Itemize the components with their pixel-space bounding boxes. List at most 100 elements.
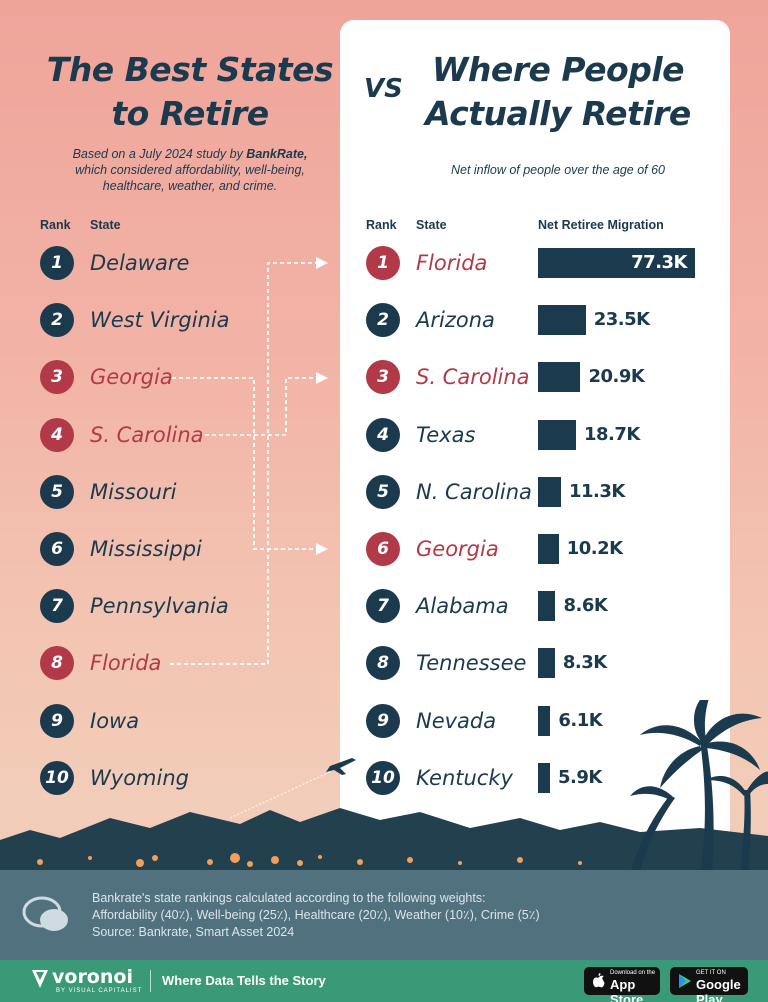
note-line1: Bankrate's state rankings calculated acc… (92, 891, 486, 905)
left-subtitle-pre: Based on a July 2024 study by (72, 147, 247, 161)
state-name: Georgia (90, 365, 173, 390)
left-rank-row: 3 Georgia (40, 360, 330, 396)
mountains (0, 808, 768, 875)
city-lights (37, 853, 582, 867)
bar (538, 305, 586, 336)
bar (538, 705, 551, 736)
bar (538, 476, 561, 507)
voronoi-logo-icon[interactable] (30, 968, 50, 990)
right-state-header: State (416, 218, 447, 232)
bar-value-label: 18.7K (583, 423, 640, 445)
bar-category-label: Georgia (416, 537, 499, 561)
brand-bar: voronoi BY VISUAL CAPITALIST Where Data … (0, 960, 768, 1002)
rank-badge: 7 (366, 589, 400, 624)
app-store-label: App Store (610, 977, 644, 1002)
bar-value-label: 8.3K (562, 652, 607, 674)
right-panel (340, 20, 730, 842)
plane-icon (326, 758, 356, 775)
left-subtitle-brand: BankRate, (246, 147, 308, 161)
rank-badge: 2 (366, 303, 400, 338)
right-subtitle: Net inflow of people over the age of 60 (450, 163, 666, 177)
bar-category-label: Florida (416, 251, 488, 275)
left-rank-row: 8 Florida (40, 646, 330, 682)
rank-badge: 6 (40, 532, 74, 566)
apple-icon (593, 973, 605, 988)
rank-badge: 8 (366, 646, 400, 681)
vs-label: VS (364, 74, 403, 104)
rank-badge: 7 (40, 589, 74, 624)
bar-category-label: N. Carolina (416, 479, 532, 504)
bar-category-label: Texas (416, 422, 476, 447)
bar-category-label: Tennessee (416, 651, 527, 676)
palm-trees (630, 700, 768, 875)
google-play-small: GET IT ON (696, 970, 726, 976)
left-title-line1: The Best States (46, 50, 334, 89)
rank-badge: 3 (366, 360, 400, 395)
bar-value-label: 11.3K (568, 480, 625, 502)
left-rank-row: 9 Iowa (40, 703, 330, 740)
rank-badge: 5 (366, 474, 400, 509)
scenery-illustration (0, 700, 768, 875)
rank-badge: 5 (40, 474, 74, 509)
left-title: The Best States to Retire (40, 48, 340, 136)
left-rank-row: 1 Delaware (40, 246, 330, 282)
rank-badge: 8 (40, 646, 74, 681)
right-title: Where People Actually Retire (408, 48, 708, 136)
state-name: Pennsylvania (90, 594, 229, 619)
state-name: Wyoming (90, 765, 189, 790)
voronoi-logo-sub: BY VISUAL CAPITALIST (56, 988, 143, 994)
left-rank-row: 4 S. Carolina (40, 417, 330, 454)
bar-category-label: Nevada (416, 708, 497, 733)
bar-value-label: 5.9K (557, 766, 602, 788)
bar-value-label: 77.3K (631, 252, 687, 273)
google-play-button[interactable]: GET IT ON Google Play (670, 967, 748, 1002)
bar-value-label: 20.9K (588, 366, 645, 388)
bar (538, 591, 556, 622)
rank-badge: 9 (366, 703, 400, 738)
bar-category-label: S. Carolina (416, 365, 530, 390)
bar-value-label: 8.6K (563, 595, 608, 617)
bar (538, 419, 576, 450)
state-name: Florida (90, 651, 162, 676)
left-rank-header: Rank (40, 218, 71, 232)
rank-badge: 10 (40, 760, 74, 795)
bar (538, 362, 581, 393)
left-subtitle-line3: healthcare, weather, and crime. (102, 179, 278, 193)
bar (538, 648, 555, 679)
bar (538, 248, 695, 278)
right-title-line1: Where People (431, 50, 685, 89)
rank-badge: 9 (40, 703, 74, 738)
right-rank-header: Rank (366, 218, 397, 232)
state-name: Missouri (90, 479, 177, 504)
voronoi-logo[interactable]: voronoi (52, 966, 133, 988)
note-line3: Source: Bankrate, Smart Asset 2024 (92, 925, 295, 939)
left-rank-row: 6 Mississippi (40, 532, 330, 568)
left-rank-row: 5 Missouri (40, 474, 330, 511)
rank-badge: 3 (40, 360, 74, 395)
left-rank-row: 10 Wyoming (40, 760, 330, 797)
chat-bubbles-icon (22, 896, 68, 931)
state-name: Delaware (90, 251, 190, 275)
rank-badge: 4 (366, 417, 400, 452)
left-title-line2: to Retire (111, 94, 269, 133)
rank-badge: 10 (366, 760, 400, 795)
bar-value-label: 23.5K (593, 309, 650, 331)
bar-category-label: Alabama (416, 594, 509, 619)
right-value-header: Net Retiree Migration (538, 218, 664, 232)
rank-badge: 1 (40, 246, 74, 280)
left-subtitle: Based on a July 2024 study by BankRate, … (40, 146, 340, 194)
footer-notes: Bankrate's state rankings calculated acc… (0, 870, 768, 960)
left-state-header: State (90, 218, 121, 232)
app-store-button[interactable]: Download on the App Store (584, 967, 660, 1002)
app-store-small: Download on the (610, 970, 656, 976)
rank-badge: 6 (366, 532, 400, 566)
note-line2: Affordability (40٪), Well-being (25٪), H… (92, 908, 540, 922)
left-subtitle-line2: which considered affordability, well-bei… (75, 163, 305, 177)
left-rank-row: 2 West Virginia (40, 303, 330, 339)
google-play-label: Google Play (696, 977, 741, 1002)
left-rank-row: 7 Pennsylvania (40, 589, 330, 625)
bar-category-label: Kentucky (416, 765, 513, 790)
tagline: Where Data Tells the Story (162, 973, 326, 988)
arrow-georgia (172, 377, 318, 550)
bar-value-label: 10.2K (566, 538, 623, 559)
